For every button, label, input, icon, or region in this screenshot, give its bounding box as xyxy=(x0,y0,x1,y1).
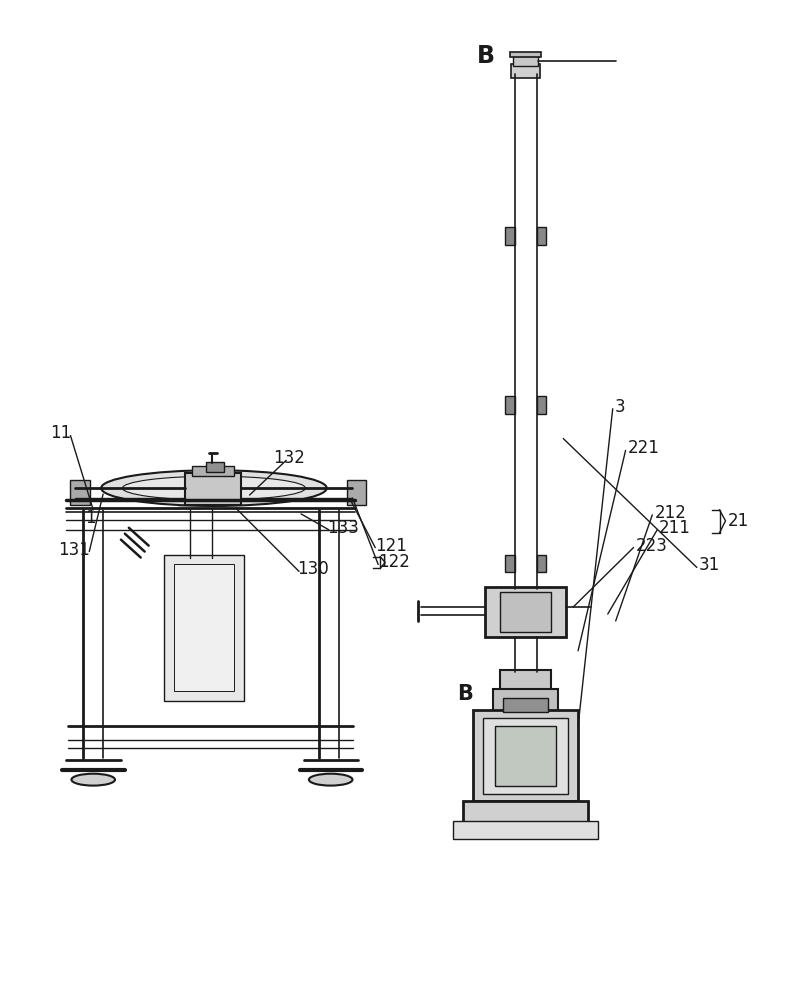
Ellipse shape xyxy=(71,774,115,786)
Bar xyxy=(483,718,569,794)
Bar xyxy=(463,801,588,823)
Text: 3: 3 xyxy=(615,398,626,416)
Bar xyxy=(164,555,244,701)
Text: 221: 221 xyxy=(627,439,660,457)
Text: 31: 31 xyxy=(699,556,720,574)
Text: 121: 121 xyxy=(376,537,407,555)
Bar xyxy=(500,592,551,632)
Text: 21: 21 xyxy=(727,512,749,530)
Bar xyxy=(537,555,546,572)
Bar xyxy=(192,466,233,476)
Ellipse shape xyxy=(309,774,353,786)
Text: 131: 131 xyxy=(59,541,91,559)
Bar xyxy=(175,564,233,691)
Ellipse shape xyxy=(122,476,306,500)
Bar xyxy=(493,689,558,711)
Bar xyxy=(513,56,538,66)
Bar xyxy=(185,473,241,505)
Bar xyxy=(206,462,224,472)
Bar xyxy=(71,480,91,505)
Bar xyxy=(495,726,557,786)
Bar xyxy=(505,555,515,572)
Text: 122: 122 xyxy=(378,553,410,571)
Text: 211: 211 xyxy=(659,519,691,537)
Bar xyxy=(511,64,541,78)
Bar xyxy=(485,587,566,637)
Bar xyxy=(505,227,515,245)
Bar xyxy=(503,698,549,712)
Text: B: B xyxy=(477,44,495,68)
Text: 1: 1 xyxy=(85,509,96,527)
Text: 11: 11 xyxy=(50,424,71,442)
Bar xyxy=(505,396,515,414)
Bar xyxy=(473,710,578,801)
Bar xyxy=(537,227,546,245)
Bar xyxy=(346,480,366,505)
Text: 130: 130 xyxy=(297,560,329,578)
Text: 132: 132 xyxy=(273,449,305,467)
Bar xyxy=(500,670,551,691)
Ellipse shape xyxy=(101,470,327,506)
Text: 223: 223 xyxy=(635,537,667,555)
Text: 212: 212 xyxy=(654,504,686,522)
Text: 133: 133 xyxy=(327,519,359,537)
Bar xyxy=(453,821,598,839)
Bar xyxy=(510,52,542,57)
Text: B: B xyxy=(457,684,473,704)
Bar xyxy=(537,396,546,414)
